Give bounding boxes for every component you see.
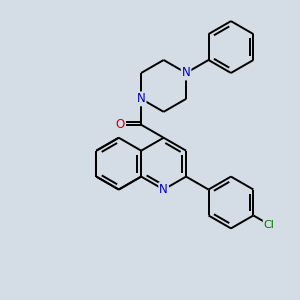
Text: O: O <box>116 118 125 131</box>
Text: N: N <box>182 67 190 80</box>
Text: N: N <box>159 183 168 196</box>
Text: N: N <box>137 92 146 105</box>
Text: Cl: Cl <box>264 220 274 230</box>
